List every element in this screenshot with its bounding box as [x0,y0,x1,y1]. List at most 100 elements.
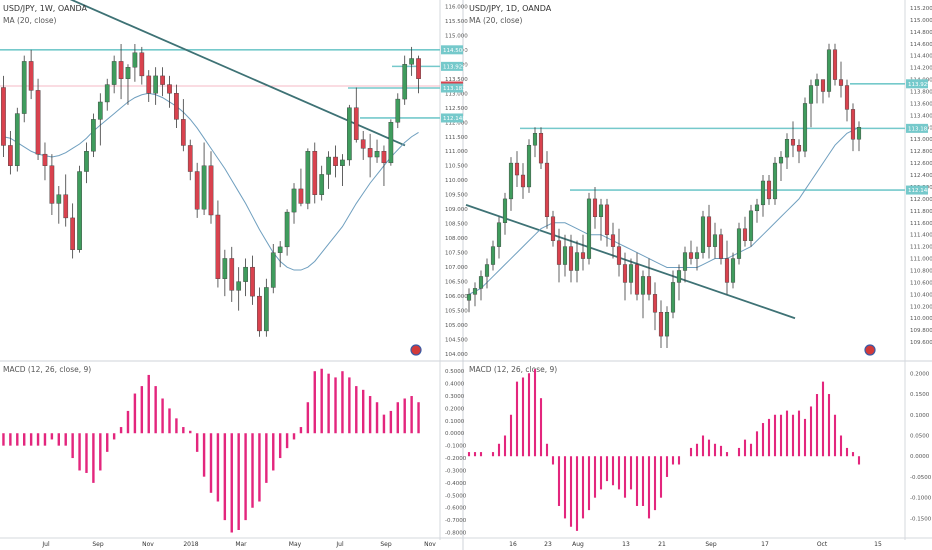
candle-body [514,162,520,176]
candle-body [556,240,562,265]
candle-body [646,276,652,295]
candle-body [724,258,730,283]
candle-body [312,151,318,195]
candle-body [388,122,394,164]
price-label: 113.929 [908,82,931,88]
candle-body [139,52,145,77]
candle-body [748,210,754,241]
candle-body [550,216,556,241]
candle-body [508,162,514,200]
candle-body [754,204,760,212]
y-tick-label: 113.000 [910,137,932,143]
candle-body [243,266,248,282]
candle-body [856,127,862,140]
y-tick-label: 114.200 [910,66,932,72]
candle-body [340,159,345,166]
candle-body [772,162,778,200]
price-label: 113.182 [443,86,466,92]
x-tick-label: Sep [380,541,392,548]
y-tick-label: 113.400 [910,113,932,119]
candle-body [598,204,604,217]
candle-body [478,276,484,289]
y-tick-label: 108.000 [445,236,468,242]
y-tick-label: 112.000 [445,120,468,126]
candle-body [402,64,408,100]
y-tick-label: 113.600 [910,101,932,107]
y-tick-label: 109.500 [445,193,468,199]
candle-body [532,133,538,146]
y-tick-label: 112.800 [910,149,932,155]
y-tick-label: 111.800 [910,209,932,215]
x-tick-label: Oct [817,541,828,548]
candle-body [222,258,228,279]
candle-body [604,204,610,235]
price-label-box [906,79,928,89]
candle-body [688,252,694,259]
candle-body [146,75,152,94]
price-label: 113.929 [443,64,466,70]
candle-body [832,49,838,80]
candle-body [28,61,34,91]
y-tick-label: 115.000 [445,33,468,39]
chart-title: USD/JPY, 1W, OANDA [3,4,87,13]
candle-body [760,180,766,206]
candle-body [104,84,110,103]
candle-body [291,188,297,213]
y-tick-label: 110.800 [910,268,932,274]
candle-body [263,287,269,332]
candle-body [236,281,242,291]
price-label-box [906,123,928,133]
x-tick-label: 2018 [183,541,198,548]
y-tick-label: 112.000 [910,197,932,203]
macd-tick-label: 0.1000 [445,419,465,425]
candle-body [277,246,283,253]
flag-icon [410,344,422,356]
flag-icon [864,344,876,356]
candle-body [333,156,338,166]
macd-tick-label: 0.0000 [445,431,465,437]
candle-body [353,107,359,140]
candle-body [14,113,20,166]
macd-tick-label: -0.6000 [445,506,467,512]
y-tick-label: 108.500 [445,222,468,228]
candle-body [125,67,131,79]
candle-body [568,246,574,271]
candle-body [472,288,478,295]
x-tick-label: Mar [235,541,247,548]
candle-body [490,246,496,265]
candle-body [167,84,172,94]
candle-body [592,198,598,217]
trend-line [69,0,406,147]
macd-tick-label: -0.4000 [445,481,467,487]
ma-indicator-label: MA (20, close) [3,16,57,25]
price-label: 114.500 [443,48,466,54]
macd-tick-label: 0.0000 [910,454,930,460]
candle-body [784,139,790,158]
y-tick-label: 111.400 [910,233,932,239]
y-tick-label: 115.000 [910,18,932,24]
candle-body [502,198,508,223]
price-label-box [906,185,928,195]
y-tick-label: 111.000 [910,257,932,263]
x-tick-label: 21 [658,541,666,548]
candle-body [790,139,796,146]
candle-body [305,151,311,204]
x-tick-label: Nov [424,541,436,548]
y-tick-label: 115.500 [445,19,468,25]
moving-average-line [3,92,419,271]
candle-body [319,174,325,195]
y-tick-label: 107.500 [445,251,468,257]
y-tick-label: 106.000 [445,294,468,300]
candle-body [91,119,96,152]
candle-body [562,246,568,265]
candle-body [174,93,179,120]
candle-body [42,153,48,166]
candle-body [250,266,255,297]
y-tick-label: 109.600 [910,340,932,346]
y-tick-label: 111.200 [910,245,932,251]
y-tick-label: 107.000 [445,265,468,271]
candle-body [160,75,165,85]
candle-body [736,228,742,259]
ma-indicator-label: MA (20, close) [469,16,523,25]
